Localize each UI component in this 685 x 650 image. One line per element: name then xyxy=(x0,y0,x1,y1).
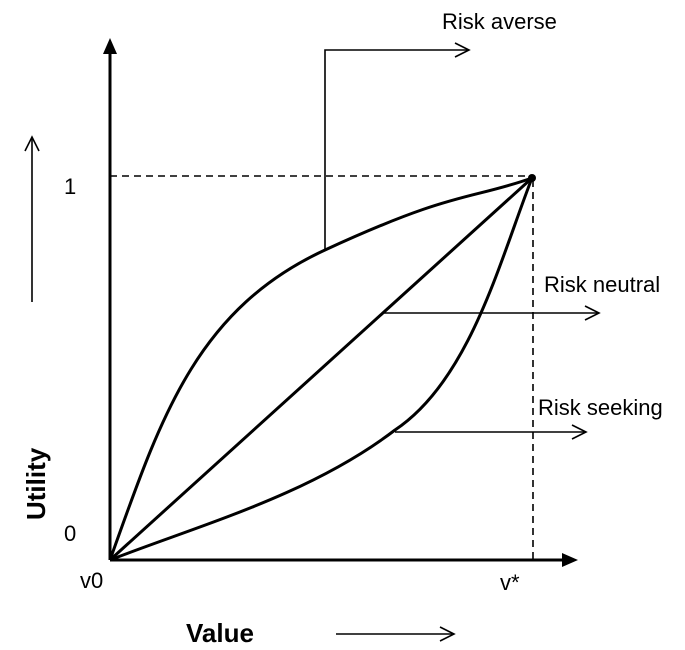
risk-averse-curve xyxy=(108,176,533,561)
end-point-marker xyxy=(528,174,536,182)
risk-averse-label: Risk averse xyxy=(442,9,557,34)
risk-seeking-curve xyxy=(109,177,534,562)
risk-neutral-label: Risk neutral xyxy=(544,272,660,297)
risk-neutral-line xyxy=(108,176,534,562)
y-axis-title: Utility xyxy=(21,447,51,520)
x-max-tick-label: v* xyxy=(500,570,520,595)
risk-seeking-callout-arrowhead xyxy=(571,424,588,440)
x-axis-title: Value xyxy=(186,618,254,648)
x-axis-arrowhead xyxy=(562,553,578,567)
x-origin-tick-label: v0 xyxy=(80,568,103,593)
y-max-tick-label: 1 xyxy=(64,174,76,199)
y-axis-arrowhead xyxy=(103,38,117,54)
y-direction-arrowhead xyxy=(24,135,40,152)
y-origin-tick-label: 0 xyxy=(64,521,76,546)
risk-seeking-label: Risk seeking xyxy=(538,395,663,420)
risk-averse-callout-arrowhead xyxy=(454,42,471,58)
risk-neutral-callout-arrowhead xyxy=(584,305,601,321)
x-direction-arrowhead xyxy=(439,626,456,642)
risk-averse-callout-line xyxy=(324,49,468,250)
